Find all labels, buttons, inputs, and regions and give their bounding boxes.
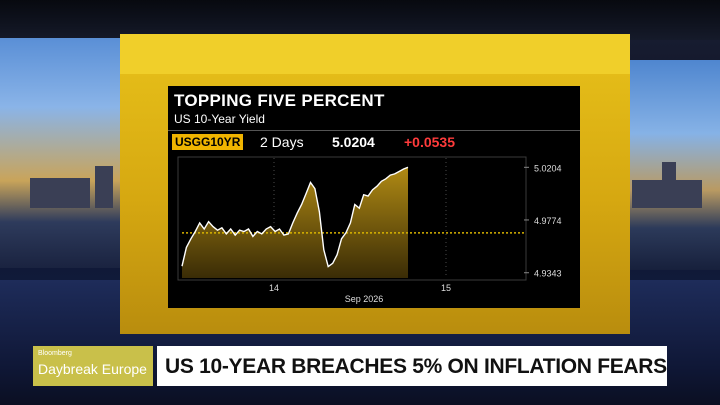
yield-chart: 5.0204 4.9774 4.9343 14 15 Sep 2026 xyxy=(177,156,562,304)
y-tick-label-0: 5.0204 xyxy=(534,163,562,173)
chart-subtitle: US 10-Year Yield xyxy=(174,112,265,126)
right-video-wall xyxy=(622,60,720,270)
lower-third-headline-box: US 10-YEAR BREACHES 5% ON INFLATION FEAR… xyxy=(157,346,667,386)
x-tick-label-0: 14 xyxy=(269,283,279,293)
yield-line xyxy=(181,166,409,268)
change-value: +0.0535 xyxy=(404,134,455,150)
lower-third-headline: US 10-YEAR BREACHES 5% ON INFLATION FEAR… xyxy=(165,355,667,378)
period-label: 2 Days xyxy=(260,134,304,150)
chart-header: TOPPING FIVE PERCENT US 10-Year Yield xyxy=(168,88,580,128)
studio-ceiling xyxy=(0,0,720,40)
left-video-wall xyxy=(0,38,130,268)
plot-frame xyxy=(177,156,527,281)
ticker-row: USGG10YR 2 Days 5.0204 +0.0535 xyxy=(168,132,580,154)
show-brand-box: Bloomberg Daybreak Europe xyxy=(33,346,153,386)
y-tick-label-2: 4.9343 xyxy=(534,269,562,279)
x-axis-month-label: Sep 2026 xyxy=(345,294,384,304)
screen-top-band xyxy=(120,34,630,74)
network-name: Bloomberg xyxy=(38,350,72,357)
y-tick-label-1: 4.9774 xyxy=(534,216,562,226)
chart-title: TOPPING FIVE PERCENT xyxy=(174,91,385,110)
ticker-symbol: USGG10YR xyxy=(172,134,244,150)
yield-area xyxy=(182,167,408,278)
show-name: Daybreak Europe xyxy=(38,361,147,377)
x-tick-label-1: 15 xyxy=(441,283,451,293)
header-divider xyxy=(168,130,580,131)
last-value: 5.0204 xyxy=(332,134,375,150)
